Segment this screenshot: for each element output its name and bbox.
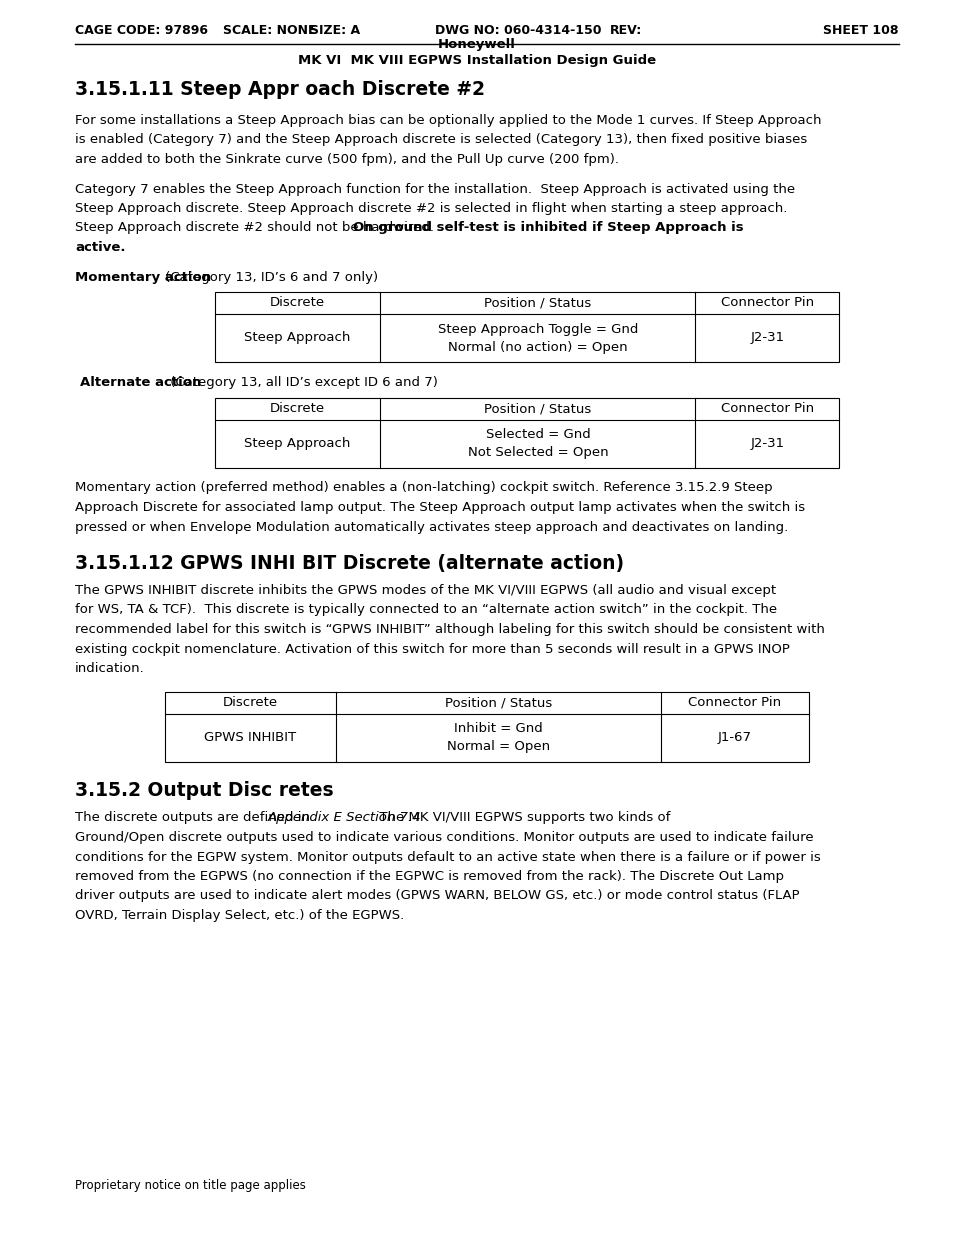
Text: DWG NO: 060-4314-150: DWG NO: 060-4314-150 — [435, 23, 601, 37]
Text: Normal (no action) = Open: Normal (no action) = Open — [448, 341, 627, 353]
Text: Steep Approach: Steep Approach — [244, 437, 351, 450]
Text: Connector Pin: Connector Pin — [688, 697, 781, 709]
Text: Category 7 enables the Steep Approach function for the installation.  Steep Appr: Category 7 enables the Steep Approach fu… — [75, 183, 794, 195]
Bar — [165, 692, 808, 762]
Text: Discrete: Discrete — [270, 403, 325, 415]
Text: Connector Pin: Connector Pin — [720, 296, 813, 310]
Text: Connector Pin: Connector Pin — [720, 403, 813, 415]
Text: is enabled (Category 7) and the Steep Approach discrete is selected (Category 13: is enabled (Category 7) and the Steep Ap… — [75, 133, 806, 147]
Text: pressed or when Envelope Modulation automatically activates steep approach and d: pressed or when Envelope Modulation auto… — [75, 520, 787, 534]
Text: removed from the EGPWS (no connection if the EGPWC is removed from the rack). Th: removed from the EGPWS (no connection if… — [75, 869, 783, 883]
Text: 3.15.1.12 GPWS INHI BIT Discrete (alternate action): 3.15.1.12 GPWS INHI BIT Discrete (altern… — [75, 555, 623, 573]
Text: Steep Approach Toggle = Gnd: Steep Approach Toggle = Gnd — [437, 322, 638, 336]
Text: Steep Approach discrete. Steep Approach discrete #2 is selected in flight when s: Steep Approach discrete. Steep Approach … — [75, 203, 786, 215]
Text: J1-67: J1-67 — [718, 731, 751, 743]
Bar — [214, 398, 838, 468]
Text: J2-31: J2-31 — [749, 331, 783, 345]
Text: Momentary action: Momentary action — [75, 270, 211, 284]
Text: are added to both the Sinkrate curve (500 fpm), and the Pull Up curve (200 fpm).: are added to both the Sinkrate curve (50… — [75, 153, 618, 165]
Text: driver outputs are used to indicate alert modes (GPWS WARN, BELOW GS, etc.) or m: driver outputs are used to indicate aler… — [75, 889, 799, 903]
Text: existing cockpit nomenclature. Activation of this switch for more than 5 seconds: existing cockpit nomenclature. Activatio… — [75, 642, 789, 656]
Text: MK VI  MK VIII EGPWS Installation Design Guide: MK VI MK VIII EGPWS Installation Design … — [297, 54, 656, 67]
Text: CAGE CODE: 97896: CAGE CODE: 97896 — [75, 23, 208, 37]
Text: REV:: REV: — [609, 23, 641, 37]
Text: Steep Approach discrete #2 should not be hardwired.: Steep Approach discrete #2 should not be… — [75, 221, 437, 235]
Text: Position / Status: Position / Status — [484, 296, 591, 310]
Text: (Category 13, ID’s 6 and 7 only): (Category 13, ID’s 6 and 7 only) — [160, 270, 377, 284]
Bar — [214, 291, 838, 362]
Text: Alternate action: Alternate action — [80, 375, 201, 389]
Text: For some installations a Steep Approach bias can be optionally applied to the Mo: For some installations a Steep Approach … — [75, 114, 821, 127]
Text: . The MK VI/VIII EGPWS supports two kinds of: . The MK VI/VIII EGPWS supports two kind… — [371, 811, 670, 825]
Text: Proprietary notice on title page applies: Proprietary notice on title page applies — [75, 1179, 306, 1192]
Text: SCALE: NONE: SCALE: NONE — [223, 23, 316, 37]
Text: Honeywell: Honeywell — [437, 38, 516, 51]
Text: GPWS INHIBIT: GPWS INHIBIT — [204, 731, 296, 743]
Text: recommended label for this switch is “GPWS INHIBIT” although labeling for this s: recommended label for this switch is “GP… — [75, 622, 824, 636]
Text: (Category 13, all ID’s except ID 6 and 7): (Category 13, all ID’s except ID 6 and 7… — [166, 375, 437, 389]
Text: SIZE: A: SIZE: A — [310, 23, 359, 37]
Text: Appendix E Section 7.4: Appendix E Section 7.4 — [268, 811, 420, 825]
Text: SHEET 108: SHEET 108 — [822, 23, 898, 37]
Text: for WS, TA & TCF).  This discrete is typically connected to an “alternate action: for WS, TA & TCF). This discrete is typi… — [75, 604, 777, 616]
Text: J2-31: J2-31 — [749, 437, 783, 450]
Text: Position / Status: Position / Status — [484, 403, 591, 415]
Text: On ground self-test is inhibited if Steep Approach is: On ground self-test is inhibited if Stee… — [353, 221, 743, 235]
Text: Approach Discrete for associated lamp output. The Steep Approach output lamp act: Approach Discrete for associated lamp ou… — [75, 501, 804, 514]
Text: Discrete: Discrete — [223, 697, 277, 709]
Text: Not Selected = Open: Not Selected = Open — [467, 446, 608, 459]
Text: Normal = Open: Normal = Open — [446, 740, 549, 753]
Text: indication.: indication. — [75, 662, 145, 676]
Text: The discrete outputs are defined in: The discrete outputs are defined in — [75, 811, 314, 825]
Text: 3.15.1.11 Steep Appr oach Discrete #2: 3.15.1.11 Steep Appr oach Discrete #2 — [75, 80, 484, 99]
Text: Momentary action (preferred method) enables a (non-latching) cockpit switch. Ref: Momentary action (preferred method) enab… — [75, 482, 772, 494]
Text: conditions for the EGPW system. Monitor outputs default to an active state when : conditions for the EGPW system. Monitor … — [75, 851, 820, 863]
Text: 3.15.2 Output Disc retes: 3.15.2 Output Disc retes — [75, 782, 334, 800]
Text: Position / Status: Position / Status — [444, 697, 552, 709]
Text: Discrete: Discrete — [270, 296, 325, 310]
Text: OVRD, Terrain Display Select, etc.) of the EGPWS.: OVRD, Terrain Display Select, etc.) of t… — [75, 909, 404, 923]
Text: active.: active. — [75, 241, 126, 254]
Text: Steep Approach: Steep Approach — [244, 331, 351, 345]
Text: The GPWS INHIBIT discrete inhibits the GPWS modes of the MK VI/VIII EGPWS (all a: The GPWS INHIBIT discrete inhibits the G… — [75, 584, 776, 597]
Text: Ground/Open discrete outputs used to indicate various conditions. Monitor output: Ground/Open discrete outputs used to ind… — [75, 831, 813, 844]
Text: Selected = Gnd: Selected = Gnd — [485, 429, 590, 441]
Text: Inhibit = Gnd: Inhibit = Gnd — [454, 722, 542, 735]
